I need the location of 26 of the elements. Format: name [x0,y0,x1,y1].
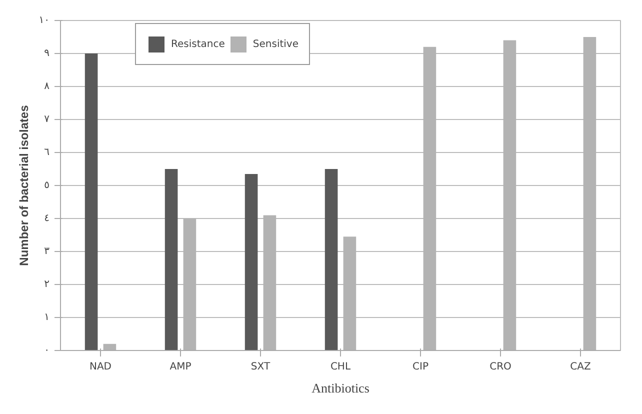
bar [164,169,178,350]
y-tick-label: ٦ [44,147,50,158]
bar [324,169,338,350]
legend-label: Sensitive [252,38,298,50]
y-tick-label: ٤ [44,213,50,224]
y-axis-title: Number of bacterial isolates [16,104,31,266]
y-tick-label: ٩ [44,48,50,59]
bar [84,54,98,350]
y-tick-label: ٥ [44,180,50,191]
y-tick-label: ١ [44,312,50,323]
x-tick-label: NAD [89,362,112,372]
y-tick-label: ١٠ [38,15,50,26]
x-tick-label: CRO [490,362,512,372]
bar [244,174,258,350]
y-tick-label: ٣ [44,246,50,257]
y-tick-label: ٢ [44,279,50,290]
y-tick-label: ٨ [44,81,50,92]
x-tick-label: SXT [250,362,271,372]
legend-label: Resistance [171,38,225,50]
y-tick-label: ٧ [44,114,50,125]
x-tick-label: CIP [412,362,428,372]
y-tick-label: ٠ [44,345,50,356]
x-tick-label: AMP [170,362,192,372]
x-tick-label: CHL [330,362,351,372]
x-axis-title: Antibiotics [312,380,370,396]
x-tick-label: CAZ [570,362,591,372]
